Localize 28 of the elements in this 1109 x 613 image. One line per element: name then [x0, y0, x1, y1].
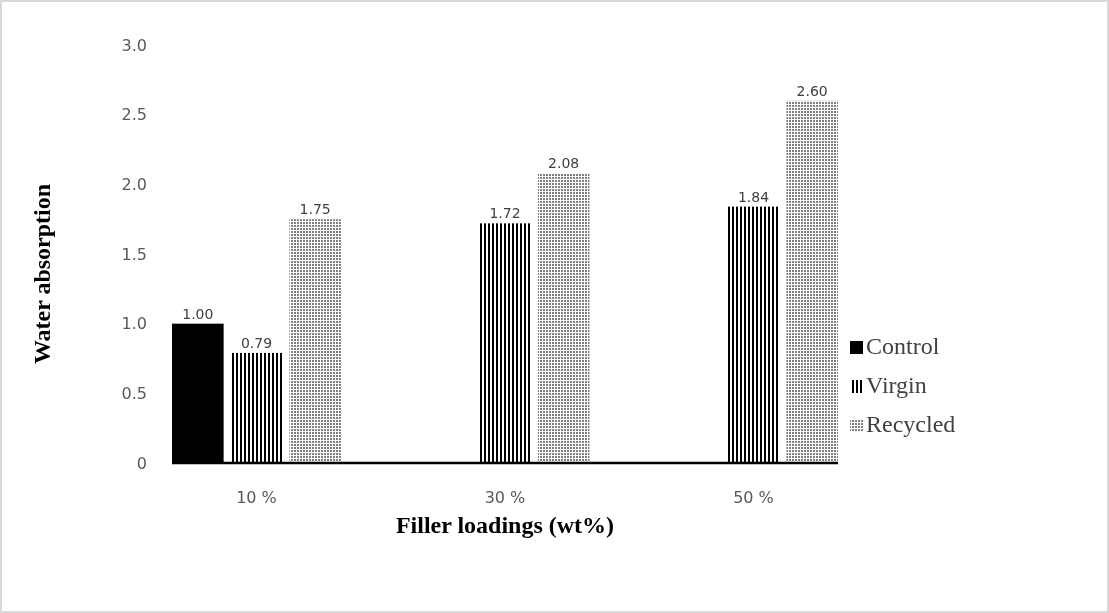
bar	[289, 219, 341, 463]
x-axis-title: Filler loadings (wt%)	[395, 512, 615, 538]
y-tick-label: 1.5	[121, 244, 147, 264]
data-label: 0.79	[240, 334, 273, 351]
bar	[786, 100, 838, 463]
data-label: 2.60	[796, 82, 828, 99]
y-tick-label: 2.0	[121, 174, 147, 194]
y-tick-label: 0.5	[121, 383, 147, 403]
bar	[537, 173, 590, 463]
data-label: 1.84	[737, 188, 770, 205]
bar	[230, 352, 283, 463]
x-tick-label: 30 %	[484, 488, 526, 507]
bar	[479, 223, 531, 463]
y-tick-label: 2.5	[121, 105, 147, 125]
data-label: 1.72	[489, 205, 521, 222]
legend-label: Control	[866, 333, 940, 359]
y-tick-label: 3.0	[121, 35, 147, 55]
y-axis-title: Water absorption	[29, 183, 55, 365]
data-label: 1.00	[182, 305, 214, 322]
legend-label: Recycled	[866, 411, 956, 437]
x-tick-label: 10 %	[236, 488, 277, 507]
bar	[727, 206, 780, 463]
legend-label: Virgin	[866, 372, 927, 398]
data-label: 2.08	[548, 155, 580, 172]
y-tick-label: 1.0	[121, 314, 147, 334]
data-label: 1.75	[299, 201, 331, 218]
x-tick-label: 50 %	[733, 488, 774, 507]
y-tick-label: 0	[136, 453, 147, 473]
